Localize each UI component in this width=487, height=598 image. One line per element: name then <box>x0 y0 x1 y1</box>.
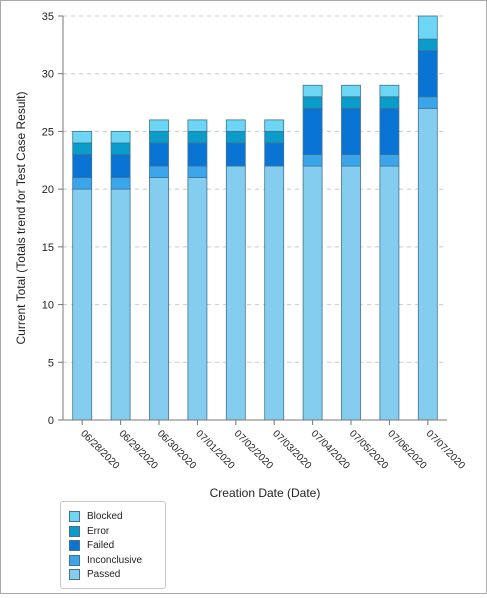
bar-segment-passed[interactable] <box>225 165 246 421</box>
x-tick-labels: 06/28/202006/29/202006/30/202007/01/2020… <box>78 428 467 471</box>
bar-segment-error[interactable] <box>379 96 400 109</box>
bar-segment-blocked[interactable] <box>225 119 246 132</box>
legend-label: Blocked <box>87 511 123 522</box>
y-tick-label: 30 <box>42 69 54 81</box>
y-tick-label: 0 <box>48 415 54 427</box>
bar-segment-blocked[interactable] <box>110 131 131 144</box>
legend-label: Error <box>87 525 110 537</box>
bar-segment-inconclusive[interactable] <box>417 96 438 109</box>
bar-segment-passed[interactable] <box>149 177 169 421</box>
bar-segment-failed[interactable] <box>417 50 438 98</box>
bar-segment-inconclusive[interactable] <box>110 177 131 190</box>
bar-segment-error[interactable] <box>149 131 169 144</box>
bar-segment-passed[interactable] <box>341 165 361 421</box>
x-tick-label: 07/02/2020 <box>232 428 275 471</box>
bar-segment-blocked[interactable] <box>264 119 285 132</box>
bar-segment-failed[interactable] <box>302 107 323 155</box>
y-tick-label: 35 <box>42 11 54 23</box>
x-axis-label: Creation Date (Date) <box>210 486 321 500</box>
bar-segment-passed[interactable] <box>187 177 208 421</box>
axes <box>58 15 447 425</box>
bar-segment-blocked[interactable] <box>417 15 438 40</box>
bar-segment-inconclusive[interactable] <box>341 154 361 167</box>
x-tick-label: 06/28/2020 <box>78 428 121 471</box>
bar-segment-failed[interactable] <box>187 142 208 167</box>
bar-segment-failed[interactable] <box>72 154 93 178</box>
y-axis-label: Current Total (Totals trend for Test Cas… <box>14 92 28 345</box>
bar-segment-error[interactable] <box>187 131 208 144</box>
bar-segment-error[interactable] <box>225 131 246 144</box>
bar-segment-passed[interactable] <box>302 165 323 421</box>
x-tick-label: 07/05/2020 <box>347 428 390 471</box>
legend-swatch <box>69 554 80 566</box>
bar-segment-inconclusive[interactable] <box>149 165 169 179</box>
y-tick-labels: 0 5 10 15 20 25 30 35 <box>42 11 54 427</box>
bar-segment-inconclusive[interactable] <box>379 154 400 167</box>
x-tick-label: 07/03/2020 <box>270 428 313 471</box>
x-tick-label: 06/29/2020 <box>116 428 159 471</box>
bar-segment-failed[interactable] <box>225 142 246 167</box>
bar-segment-error[interactable] <box>72 142 93 155</box>
x-tick-label: 06/30/2020 <box>155 428 198 471</box>
bar-segment-blocked[interactable] <box>149 119 169 132</box>
bar-segment-error[interactable] <box>417 38 438 52</box>
bar-segment-failed[interactable] <box>149 142 169 167</box>
bar-segment-error[interactable] <box>264 131 285 144</box>
legend-swatch <box>69 540 80 551</box>
bar-segment-inconclusive[interactable] <box>72 177 93 190</box>
bar-segment-passed[interactable] <box>264 165 285 421</box>
chart-legend: Blocked Error Failed Inconclusive Passed <box>60 501 166 589</box>
bar-segment-error[interactable] <box>110 142 131 155</box>
bar-segment-passed[interactable] <box>72 188 93 421</box>
bar-segment-blocked[interactable] <box>72 131 93 144</box>
bar-segment-passed[interactable] <box>417 107 438 421</box>
bar-segment-blocked[interactable] <box>379 84 400 98</box>
bar-segment-inconclusive[interactable] <box>302 154 323 167</box>
bar-segment-blocked[interactable] <box>187 119 208 132</box>
legend-label: Inconclusive <box>87 554 143 566</box>
y-tick-label: 15 <box>42 242 54 254</box>
y-tick-label: 25 <box>42 126 54 138</box>
bar-segment-failed[interactable] <box>341 107 361 155</box>
y-tick-label: 20 <box>42 184 54 196</box>
bar-segment-error[interactable] <box>302 96 323 109</box>
y-tick-label: 10 <box>42 300 54 312</box>
bar-series <box>72 15 438 421</box>
y-tick-label: 5 <box>48 357 54 369</box>
bar-segment-blocked[interactable] <box>341 84 361 98</box>
x-tick-label: 07/01/2020 <box>193 428 236 471</box>
x-tick-label: 07/07/2020 <box>424 428 467 471</box>
x-tick-label: 07/06/2020 <box>385 428 428 471</box>
legend-swatch <box>69 525 80 537</box>
legend-swatch <box>69 511 80 522</box>
legend-label: Passed <box>87 569 121 580</box>
bar-segment-failed[interactable] <box>110 154 131 178</box>
bar-segment-passed[interactable] <box>379 165 400 421</box>
x-tick-label: 07/04/2020 <box>308 428 351 471</box>
bar-segment-blocked[interactable] <box>302 84 323 98</box>
bar-segment-passed[interactable] <box>110 188 131 421</box>
legend-swatch <box>69 569 80 580</box>
bar-segment-failed[interactable] <box>379 107 400 155</box>
bar-segment-failed[interactable] <box>264 142 285 167</box>
bar-segment-inconclusive[interactable] <box>187 165 208 179</box>
legend-label: Failed <box>87 540 115 551</box>
bar-segment-error[interactable] <box>341 96 361 109</box>
